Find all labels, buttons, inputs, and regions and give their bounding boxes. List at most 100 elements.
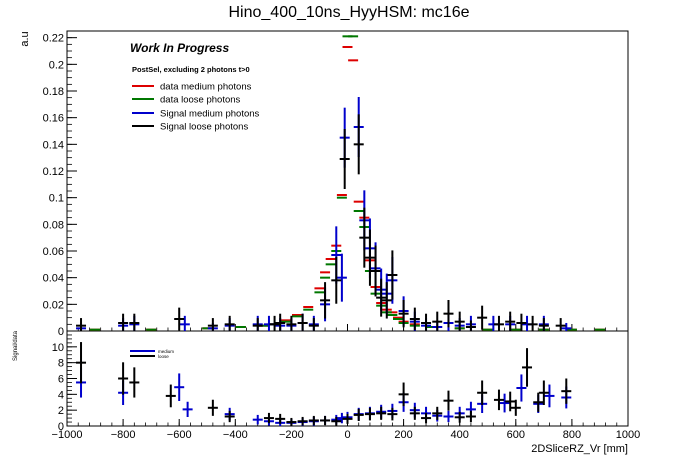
legend-label-data-loose: data loose photons: [160, 95, 241, 106]
ratio-point-loose: [510, 399, 521, 416]
ratio-y-tick-label: 6: [58, 374, 64, 386]
legend-label-data-medium: data medium photons: [160, 82, 252, 93]
ratio-y-axis: 0 2 4 6 8 10: [52, 330, 77, 433]
ratio-point-medium: [544, 384, 555, 408]
x-tick-label: −400: [223, 429, 248, 441]
point-signal-loose-photons: [516, 313, 527, 331]
ratio-point-loose: [297, 416, 308, 426]
top-y-axis: 0 0.02 0.04 0.06 0.08 0.1 0.12 0.14 0.16 0.18 0.2 0…: [43, 30, 77, 338]
series-signal-medium-photons: [76, 97, 572, 331]
x-tick-label: −600: [167, 429, 192, 441]
series-signal-loose-photons: [76, 114, 566, 331]
point-signal-loose-photons: [538, 318, 549, 331]
ratio-point-loose: [443, 390, 454, 411]
ratio-point-medium: [252, 414, 263, 425]
point-signal-loose-photons: [118, 313, 129, 331]
point-signal-loose-photons: [339, 129, 350, 189]
x-axis-label: 2DSliceRZ_Vr [mm]: [531, 443, 628, 455]
ratio-point-loose: [275, 413, 286, 424]
top-y-tick-label: 0.18: [43, 86, 64, 98]
ratio-point-loose: [409, 406, 420, 420]
annotation-work-in-progress: Work In Progress: [130, 41, 229, 55]
point-signal-medium-photons: [561, 322, 572, 331]
ratio-y-axis-label: Signal/data: [13, 330, 19, 361]
point-signal-loose-photons: [286, 315, 297, 331]
point-signal-medium-photons: [336, 253, 347, 302]
annotation-selection: PostSel, excluding 2 photons t>0: [132, 65, 250, 74]
x-tick-label: −800: [111, 429, 136, 441]
ratio-point-medium: [182, 401, 193, 417]
point-signal-loose-photons: [129, 313, 140, 331]
x-tick-label: 400: [451, 429, 469, 441]
ratio-point-loose: [353, 408, 364, 421]
top-y-tick-label: 0.02: [43, 299, 64, 311]
point-signal-loose-photons: [359, 207, 370, 268]
ratio-point-loose: [421, 412, 432, 424]
legend-label-signal-medium: Signal medium photons: [160, 109, 260, 120]
point-signal-loose-photons: [555, 318, 566, 331]
point-signal-loose-photons: [421, 313, 432, 331]
ratio-series-loose: [76, 342, 572, 426]
ratio-point-loose: [376, 406, 387, 420]
ratio-point-medium: [516, 374, 527, 402]
ratio-point-loose: [118, 362, 129, 395]
point-signal-loose-photons: [370, 245, 381, 297]
ratio-series-container: [76, 342, 572, 426]
top-y-tick-label: 0.06: [43, 246, 64, 258]
chart-title: Hino_400_10ns_HyyHSM: mc16e: [228, 4, 469, 21]
top-y-axis-label: a.u: [19, 31, 31, 46]
ratio-point-loose: [398, 382, 409, 407]
ratio-point-loose: [308, 415, 319, 425]
ratio-point-loose: [505, 391, 516, 412]
ratio-plot-frame: [66, 330, 629, 427]
point-signal-loose-photons: [207, 318, 218, 331]
ratio-point-loose: [331, 416, 342, 426]
point-signal-loose-photons: [331, 256, 342, 304]
point-signal-loose-photons: [269, 315, 280, 331]
point-signal-loose-photons: [252, 318, 263, 331]
top-y-tick-label: 0.2: [49, 59, 64, 71]
ratio-point-loose: [76, 342, 87, 384]
ratio-series-medium: [76, 367, 572, 426]
point-signal-loose-photons: [308, 318, 319, 331]
x-tick-label: 0: [344, 429, 350, 441]
legend-label-signal-loose: Signal loose photons: [160, 122, 248, 133]
point-signal-loose-photons: [409, 307, 420, 331]
x-tick-label: 800: [563, 429, 581, 441]
top-y-tick-label: 0: [58, 326, 64, 338]
top-y-tick-label: 0.12: [43, 166, 64, 178]
top-y-tick-label: 0.1: [49, 193, 64, 205]
x-tick-label: 200: [394, 429, 412, 441]
ratio-point-loose: [129, 367, 140, 398]
ratio-point-loose: [533, 392, 544, 412]
top-y-tick-label: 0.16: [43, 113, 64, 125]
ratio-point-medium: [499, 393, 510, 413]
point-signal-loose-photons: [76, 318, 87, 331]
x-tick-label: −200: [279, 429, 304, 441]
ratio-point-loose: [538, 380, 549, 405]
top-y-tick-label: 0.04: [43, 273, 64, 285]
ratio-point-loose: [454, 411, 465, 423]
ratio-point-medium: [174, 373, 185, 401]
point-signal-loose-photons: [465, 320, 476, 331]
top-plot-frame: [66, 30, 629, 332]
point-signal-loose-photons: [432, 311, 443, 331]
point-signal-loose-photons: [376, 278, 387, 317]
point-signal-loose-photons: [527, 315, 538, 331]
ratio-point-loose: [342, 413, 353, 424]
top-y-tick-label: 0.08: [43, 219, 64, 231]
point-signal-loose-photons: [493, 315, 504, 331]
point-signal-loose-photons: [353, 114, 364, 175]
ratio-legend: medium loose: [130, 349, 174, 359]
x-tick-label: −1000: [52, 429, 83, 441]
ratio-point-loose: [477, 380, 488, 405]
ratio-y-tick-label: 2: [58, 405, 64, 417]
ratio-point-loose: [320, 415, 331, 425]
point-signal-loose-photons: [320, 282, 331, 319]
ratio-point-loose: [165, 384, 176, 408]
ratio-y-tick-label: 0: [58, 421, 64, 433]
point-signal-loose-photons: [364, 229, 375, 286]
ratio-y-tick-label: 8: [58, 358, 64, 370]
point-signal-medium-photons: [179, 315, 190, 331]
